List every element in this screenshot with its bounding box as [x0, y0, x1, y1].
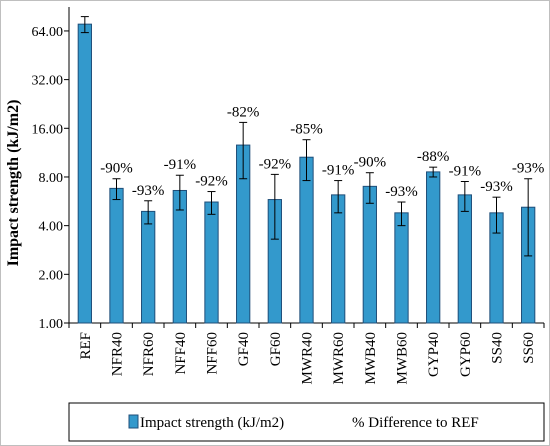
data-label-nff40: -91% [164, 157, 197, 173]
bar-mwb60 [394, 212, 409, 324]
error-bar-nff60 [207, 191, 216, 215]
category-label-gyp40: GYP40 [426, 332, 442, 377]
data-label-gf40: -82% [227, 104, 260, 120]
category-label-mwb40: MWB40 [363, 332, 379, 385]
data-label-nfr60: -93% [132, 183, 165, 199]
bar-mwr60 [331, 194, 346, 324]
error-bar-ref [80, 16, 89, 34]
data-label-mwr60: -91% [322, 163, 355, 179]
error-bar-nfr60 [144, 200, 153, 225]
error-bar-mwb60 [397, 201, 406, 227]
data-label-gf60: -92% [259, 156, 292, 172]
bar-gyp60 [457, 194, 472, 324]
error-bar-nff40 [175, 174, 184, 211]
legend-item-impact-strength: Impact strength (kJ/m2) [140, 415, 284, 431]
category-label-nff60: NFF60 [205, 332, 221, 375]
legend: Impact strength (kJ/m2) % Difference to … [68, 402, 545, 442]
error-bar-gf40 [239, 121, 248, 180]
error-bar-mwr40 [302, 139, 311, 182]
error-bar-gyp60 [460, 181, 469, 212]
y-tick-label: 32.00 [32, 74, 64, 89]
bar-mwb40 [362, 185, 377, 324]
error-bar-gf60 [270, 173, 279, 240]
category-label-mwr40: MWR40 [300, 332, 316, 385]
y-tick-label: 8.00 [39, 171, 64, 186]
y-axis-title: Impact strength (kJ/m2) [5, 100, 22, 267]
y-tick-label: 64.00 [32, 25, 64, 40]
category-label-ref: REF [78, 332, 94, 360]
y-tick-label: 2.00 [39, 268, 64, 283]
data-label-ss40: -93% [480, 179, 513, 195]
error-bar-ss40 [492, 196, 501, 234]
data-label-mwb40: -90% [354, 155, 387, 171]
error-bar-nfr40 [112, 178, 121, 201]
category-label-ss40: SS40 [490, 332, 506, 364]
error-bar-mwr60 [334, 180, 343, 214]
error-bar-ss60 [524, 178, 533, 257]
data-label-mwr40: -85% [290, 122, 323, 138]
category-label-nff40: NFF40 [173, 332, 189, 375]
data-label-gyp60: -91% [449, 164, 482, 180]
y-tick-label: 1.00 [39, 317, 64, 332]
error-bar-mwb40 [365, 172, 374, 204]
legend-box [68, 402, 545, 442]
data-label-ss60: -93% [512, 161, 545, 177]
category-label-ss60: SS60 [521, 332, 537, 364]
bar-gyp40 [426, 171, 441, 324]
y-tick-label: 4.00 [39, 220, 64, 235]
category-label-gyp60: GYP60 [458, 332, 474, 377]
bar-nfr40 [109, 187, 124, 324]
category-label-gf40: GF40 [236, 332, 252, 366]
category-label-nfr40: NFR40 [110, 332, 126, 376]
error-bar-gyp40 [429, 166, 438, 178]
category-label-gf60: GF60 [268, 332, 284, 366]
category-label-mwb60: MWB60 [395, 332, 411, 385]
y-tick-label: 16.00 [32, 122, 64, 137]
data-label-nff60: -92% [195, 174, 228, 190]
bars [77, 16, 536, 324]
legend-bar-swatch [128, 414, 139, 429]
category-label-nfr60: NFR60 [141, 332, 157, 376]
data-label-gyp40: -88% [417, 149, 450, 165]
bar-ref [77, 23, 92, 324]
data-label-mwb60: -93% [385, 184, 418, 200]
bar-nfr60 [141, 210, 156, 324]
legend-item-percent-difference: % Difference to REF [352, 415, 479, 431]
bar-mwr40 [299, 156, 314, 324]
category-label-mwr60: MWR60 [331, 332, 347, 385]
data-label-nfr40: -90% [100, 161, 133, 177]
labels: REF NFR40 -90% NFR60 -93% NFF40 -91% NFF60 -92% G… [78, 104, 545, 384]
bar-nff60 [204, 201, 219, 324]
